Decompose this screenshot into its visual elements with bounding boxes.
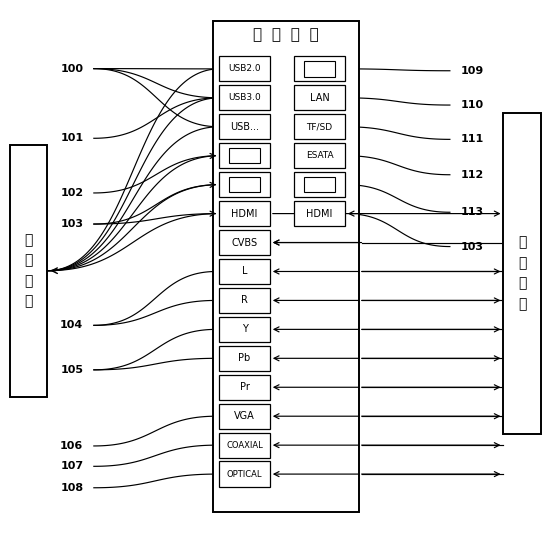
Bar xyxy=(219,346,270,371)
Text: 103: 103 xyxy=(460,242,484,251)
Text: TF/SD: TF/SD xyxy=(306,122,333,131)
Bar xyxy=(213,21,359,512)
Text: COAXIAL: COAXIAL xyxy=(226,441,263,450)
Text: Pr: Pr xyxy=(240,382,250,392)
Bar xyxy=(304,61,335,77)
Bar xyxy=(219,433,270,458)
Text: 104: 104 xyxy=(60,321,83,330)
Bar xyxy=(219,143,270,168)
Bar xyxy=(229,177,260,192)
Text: HDMI: HDMI xyxy=(306,209,333,219)
Bar xyxy=(219,404,270,429)
Bar xyxy=(219,85,270,110)
Text: 111: 111 xyxy=(460,135,484,144)
Text: LAN: LAN xyxy=(310,93,330,103)
Text: USB2.0: USB2.0 xyxy=(228,64,261,73)
Text: 105: 105 xyxy=(60,365,83,375)
Bar xyxy=(294,143,345,168)
Bar xyxy=(219,375,270,400)
Text: 高
清
电
视: 高 清 电 视 xyxy=(518,235,527,311)
Bar xyxy=(219,172,270,197)
Bar xyxy=(219,201,270,226)
Bar xyxy=(219,114,270,139)
Text: 智  能  底  座: 智 能 底 座 xyxy=(253,27,319,42)
Bar xyxy=(219,259,270,284)
Text: 109: 109 xyxy=(460,66,484,76)
Bar xyxy=(219,317,270,342)
Text: ESATA: ESATA xyxy=(306,151,333,160)
Text: Pb: Pb xyxy=(238,353,251,363)
Text: 110: 110 xyxy=(460,100,484,110)
Text: 112: 112 xyxy=(460,170,484,180)
Text: 100: 100 xyxy=(60,64,83,73)
Text: USB3.0: USB3.0 xyxy=(228,93,261,102)
Text: HDMI: HDMI xyxy=(231,209,258,219)
Text: L: L xyxy=(242,266,247,277)
Bar xyxy=(294,56,345,81)
Text: 107: 107 xyxy=(60,461,83,471)
Text: Y: Y xyxy=(242,324,247,334)
Bar xyxy=(219,230,270,255)
Text: OPTICAL: OPTICAL xyxy=(227,470,262,479)
Text: 108: 108 xyxy=(60,483,83,493)
Bar xyxy=(294,85,345,110)
Bar xyxy=(294,114,345,139)
Bar xyxy=(294,201,345,226)
Text: 103: 103 xyxy=(60,219,83,229)
Bar xyxy=(219,56,270,81)
Bar xyxy=(304,177,335,192)
Bar xyxy=(503,113,541,434)
Text: 113: 113 xyxy=(460,207,484,217)
Bar xyxy=(229,148,260,163)
Bar xyxy=(219,461,270,487)
Bar xyxy=(10,145,47,397)
Text: USB...: USB... xyxy=(230,122,259,132)
Text: R: R xyxy=(241,295,248,306)
Bar xyxy=(294,172,345,197)
Bar xyxy=(219,288,270,313)
Text: CVBS: CVBS xyxy=(231,237,258,248)
Text: 平
板
电
脑: 平 板 电 脑 xyxy=(24,233,33,309)
Text: 106: 106 xyxy=(60,441,83,451)
Text: 101: 101 xyxy=(60,133,83,143)
Text: VGA: VGA xyxy=(234,411,255,421)
Text: 102: 102 xyxy=(60,188,83,198)
